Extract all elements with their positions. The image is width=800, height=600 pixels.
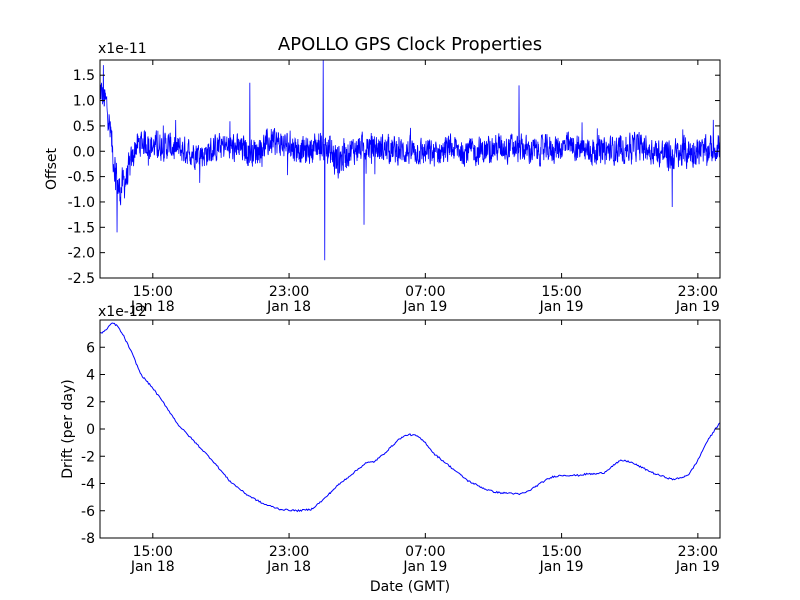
drift-ytick-label: -2 bbox=[81, 449, 95, 465]
offset-ytick-label: -1.5 bbox=[68, 220, 95, 236]
offset-ytick-label: -2.0 bbox=[68, 246, 95, 262]
drift-ytick-label: -6 bbox=[81, 504, 95, 520]
drift-xtick-time: 07:00 bbox=[405, 544, 445, 560]
offset-xtick-date: Jan 18 bbox=[266, 299, 311, 315]
drift-ytick-label: -8 bbox=[81, 531, 95, 547]
offset-ytick-label: 1.0 bbox=[73, 94, 95, 110]
offset-ytick-label: 0.0 bbox=[73, 144, 95, 160]
drift-panel: x1e-12 Drift (per day) Date (GMT) 6 4 2 0 -2… bbox=[60, 304, 721, 595]
offset-xtick-time: 23:00 bbox=[269, 284, 309, 300]
offset-xtick-time: 23:00 bbox=[678, 284, 718, 300]
offset-series-line bbox=[100, 60, 720, 261]
drift-xtick-date: Jan 19 bbox=[539, 559, 584, 575]
drift-xlabel: Date (GMT) bbox=[370, 579, 450, 595]
offset-xtick-date: Jan 18 bbox=[130, 299, 175, 315]
offset-xtick-date: Jan 19 bbox=[402, 299, 447, 315]
drift-ytick-label: 2 bbox=[86, 395, 95, 411]
drift-xtick-date: Jan 18 bbox=[266, 559, 311, 575]
drift-ytick-label: 4 bbox=[86, 368, 95, 384]
drift-xtick-time: 23:00 bbox=[678, 544, 718, 560]
drift-xtick-time: 23:00 bbox=[269, 544, 309, 560]
drift-xtick-date: Jan 19 bbox=[675, 559, 720, 575]
offset-ytick-label: 1.5 bbox=[73, 68, 95, 84]
offset-ytick-label: 0.5 bbox=[73, 119, 95, 135]
offset-xtick-time: 15:00 bbox=[133, 284, 173, 300]
drift-xtick-date: Jan 19 bbox=[402, 559, 447, 575]
drift-xtick-time: 15:00 bbox=[541, 544, 581, 560]
offset-axes-frame bbox=[99, 59, 721, 279]
offset-ytick-label: -0.5 bbox=[68, 170, 95, 186]
drift-xtick-date: Jan 18 bbox=[130, 559, 175, 575]
offset-ytick-label: -1.0 bbox=[68, 195, 95, 211]
drift-ytick-label: -4 bbox=[81, 477, 95, 493]
drift-ylabel: Drift (per day) bbox=[60, 379, 76, 478]
drift-xtick-time: 15:00 bbox=[133, 544, 173, 560]
offset-xtick-date: Jan 19 bbox=[675, 299, 720, 315]
drift-multiplier: x1e-12 bbox=[98, 304, 147, 320]
offset-xtick-time: 07:00 bbox=[405, 284, 445, 300]
offset-xtick-date: Jan 19 bbox=[539, 299, 584, 315]
offset-ytick-label: -2.5 bbox=[68, 271, 95, 287]
drift-ytick-label: 6 bbox=[86, 340, 95, 356]
offset-xtick-time: 15:00 bbox=[541, 284, 581, 300]
drift-ytick-label: 0 bbox=[86, 422, 95, 438]
drift-series-line bbox=[100, 322, 720, 513]
offset-ylabel: Offset bbox=[44, 147, 60, 190]
chart-title: APOLLO GPS Clock Properties bbox=[278, 34, 542, 55]
offset-panel: x1e-11 Offset 1.5 1.0 0.5 0.0 -0.5 -1.0 -1.5 -2… bbox=[44, 41, 721, 315]
offset-multiplier: x1e-11 bbox=[98, 41, 147, 57]
